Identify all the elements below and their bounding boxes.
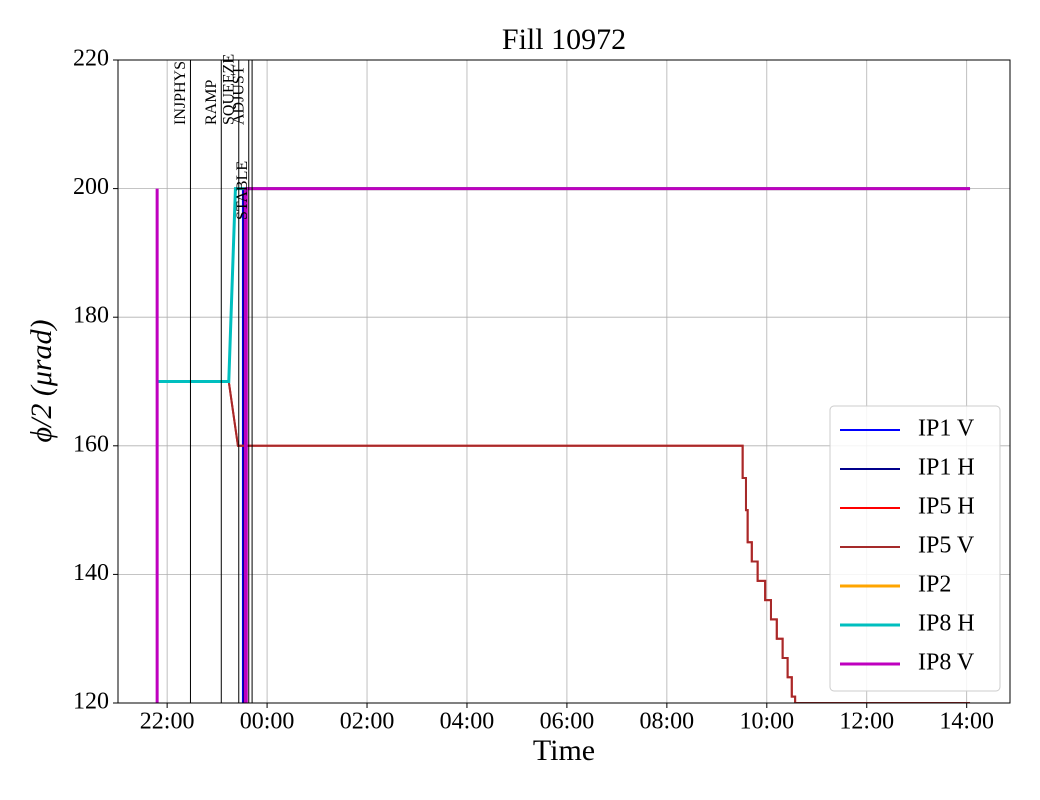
x-tick-label: 12:00	[839, 709, 894, 735]
legend-label: IP1 H	[918, 455, 975, 481]
y-tick-label: 220	[73, 46, 109, 72]
series-line	[157, 380, 971, 703]
lines	[155, 187, 971, 703]
y-axis-label: ϕ/2 (μrad)	[25, 319, 58, 442]
chart-title: Fill 10972	[502, 23, 626, 56]
x-tick-label: 06:00	[540, 709, 595, 735]
legend-label: IP8 H	[918, 611, 975, 637]
legend-label: IP2	[918, 572, 951, 598]
x-tick-label: 22:00	[140, 709, 195, 735]
x-tick-label: 14:00	[939, 709, 994, 735]
y-tick-label: 180	[73, 303, 109, 329]
x-tick-label: 10:00	[739, 709, 794, 735]
legend-label: IP5 H	[918, 494, 975, 520]
x-tick-label: 04:00	[440, 709, 495, 735]
legend-box	[829, 405, 1001, 692]
y-tick-label: 200	[73, 174, 109, 200]
legend: IP1 V IP1 H IP5 H IP5 V IP2 IP8 H IP8 V	[829, 405, 1001, 692]
legend-label: IP5 V	[918, 533, 975, 559]
legend-label: IP1 V	[918, 416, 975, 442]
phase-label: RAMP	[203, 80, 220, 125]
phase-label: ADJUST	[230, 65, 247, 125]
phase-label: STABLE	[234, 161, 251, 220]
phase-label: SQUEEZE	[220, 54, 237, 125]
x-tick-label: 02:00	[340, 709, 395, 735]
legend-label: IP8 V	[918, 650, 975, 676]
y-tick-label: 120	[73, 689, 109, 715]
y-tick-label: 160	[73, 431, 109, 457]
x-tick-label: 08:00	[640, 709, 695, 735]
x-tick-label: 00:00	[240, 709, 295, 735]
phase-label: INJPHYS	[172, 61, 189, 125]
x-axis-label: Time	[533, 734, 595, 767]
series-line	[155, 187, 971, 703]
plot-frame	[117, 59, 1011, 704]
y-tick-label: 140	[73, 560, 109, 586]
